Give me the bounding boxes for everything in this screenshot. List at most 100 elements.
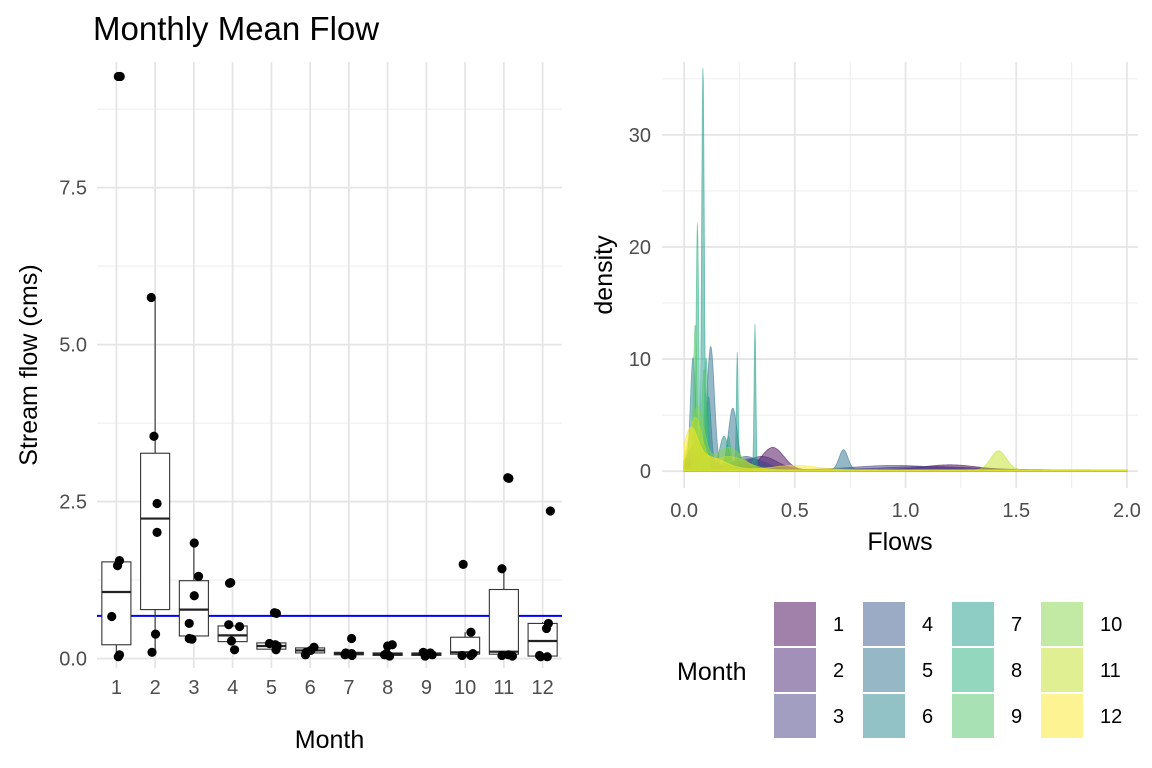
boxplot-y-axis-label: Stream flow (cms) [15, 264, 43, 465]
x-tick-label: 2 [150, 677, 161, 699]
legend-item-5: 5 [863, 648, 933, 692]
data-point [542, 652, 552, 662]
legend-label: 3 [833, 706, 844, 728]
data-point [235, 621, 245, 632]
legend-item-1: 1 [774, 602, 844, 646]
boxplot-y-tick-labels: 0.0 2.5 5.0 7.5 [59, 178, 87, 671]
legend-label: 4 [922, 614, 933, 636]
data-point [300, 650, 311, 660]
data-point [152, 498, 162, 509]
legend-label: 1 [833, 614, 844, 636]
box-month-11 [488, 568, 519, 657]
density-area-month-12 [683, 426, 1128, 472]
box [101, 561, 132, 646]
density-areas [683, 67, 1128, 472]
legend-item-4: 4 [863, 602, 933, 646]
y-tick-label: 20 [629, 237, 651, 259]
legend-key [952, 648, 994, 692]
jitter-points [107, 71, 555, 662]
data-point [497, 564, 507, 574]
data-point [427, 650, 437, 660]
boxplot-gridlines [97, 62, 562, 668]
legend-label: 12 [1100, 706, 1122, 728]
y-tick-label: 0 [640, 461, 651, 483]
x-tick-label: 1.5 [1002, 500, 1030, 522]
data-point [147, 647, 157, 657]
legend-label: 6 [922, 706, 933, 728]
y-tick-label: 7.5 [59, 178, 87, 200]
data-point [541, 623, 552, 634]
data-point [229, 645, 240, 655]
legend-label: 9 [1011, 706, 1022, 728]
legend-item-7: 7 [952, 602, 1022, 646]
data-point [387, 640, 397, 650]
legend-key [1041, 602, 1083, 646]
data-point [184, 618, 194, 629]
data-point [458, 559, 468, 569]
data-point [420, 651, 430, 661]
legend-label: 10 [1100, 614, 1122, 636]
y-tick-label: 0.0 [59, 649, 87, 671]
density-x-tick-labels: 0.0 0.5 1.0 1.5 2.0 [670, 500, 1141, 522]
box-month-2 [140, 297, 171, 653]
data-point [152, 527, 162, 537]
legend-key [952, 694, 994, 738]
legend-key [774, 602, 816, 646]
legend-key [863, 694, 905, 738]
box-month-3 [178, 543, 209, 639]
x-tick-label: 0.5 [781, 500, 809, 522]
legend-item-6: 6 [863, 694, 933, 738]
data-point [340, 650, 350, 660]
boxplot-x-tick-labels: 1 2 3 4 5 6 7 8 9 10 11 12 [111, 677, 554, 699]
legend-key [952, 602, 994, 646]
legend-key [1041, 694, 1083, 738]
legend-label: 7 [1011, 614, 1022, 636]
y-tick-label: 30 [629, 125, 651, 147]
data-point [347, 650, 357, 661]
legend-item-10: 10 [1041, 602, 1122, 646]
data-point [187, 634, 197, 644]
boxplot-x-axis-label: Month [295, 726, 364, 754]
data-point [112, 561, 123, 571]
x-tick-label: 10 [454, 677, 476, 699]
density-y-tick-labels: 0 10 20 30 [629, 125, 651, 483]
chart-title: Monthly Mean Flow [93, 10, 379, 47]
data-point [149, 431, 159, 441]
legend-label: 5 [922, 660, 933, 682]
x-tick-label: 1 [111, 677, 122, 699]
data-point [384, 651, 395, 661]
legend-item-3: 3 [774, 694, 844, 738]
x-tick-label: 0.0 [670, 500, 698, 522]
data-point [497, 650, 507, 661]
data-point [504, 473, 514, 483]
data-point [466, 627, 476, 637]
legend-item-11: 11 [1041, 648, 1121, 692]
legend-item-8: 8 [952, 648, 1022, 692]
x-tick-label: 1.0 [892, 500, 920, 522]
data-point [193, 571, 204, 581]
legend-key [774, 694, 816, 738]
legend-key [774, 648, 816, 692]
x-tick-label: 5 [266, 677, 277, 699]
data-point [150, 629, 161, 639]
legend-item-9: 9 [952, 694, 1022, 738]
legend-label: 8 [1011, 660, 1022, 682]
legend-item-12: 12 [1041, 694, 1122, 738]
y-tick-label: 10 [629, 349, 651, 371]
data-point [536, 652, 546, 662]
x-tick-label: 2.0 [1113, 500, 1141, 522]
x-tick-label: 4 [227, 677, 238, 699]
x-tick-label: 3 [188, 677, 199, 699]
data-point [507, 651, 517, 661]
boxplot-boxes [101, 297, 558, 657]
box [178, 580, 209, 637]
box-month-1 [101, 560, 132, 656]
legend-label: 2 [833, 660, 844, 682]
data-point [457, 650, 467, 661]
data-point [346, 633, 357, 644]
y-tick-label: 2.5 [59, 492, 87, 514]
data-point [146, 292, 156, 303]
legend-label: 11 [1100, 660, 1121, 682]
